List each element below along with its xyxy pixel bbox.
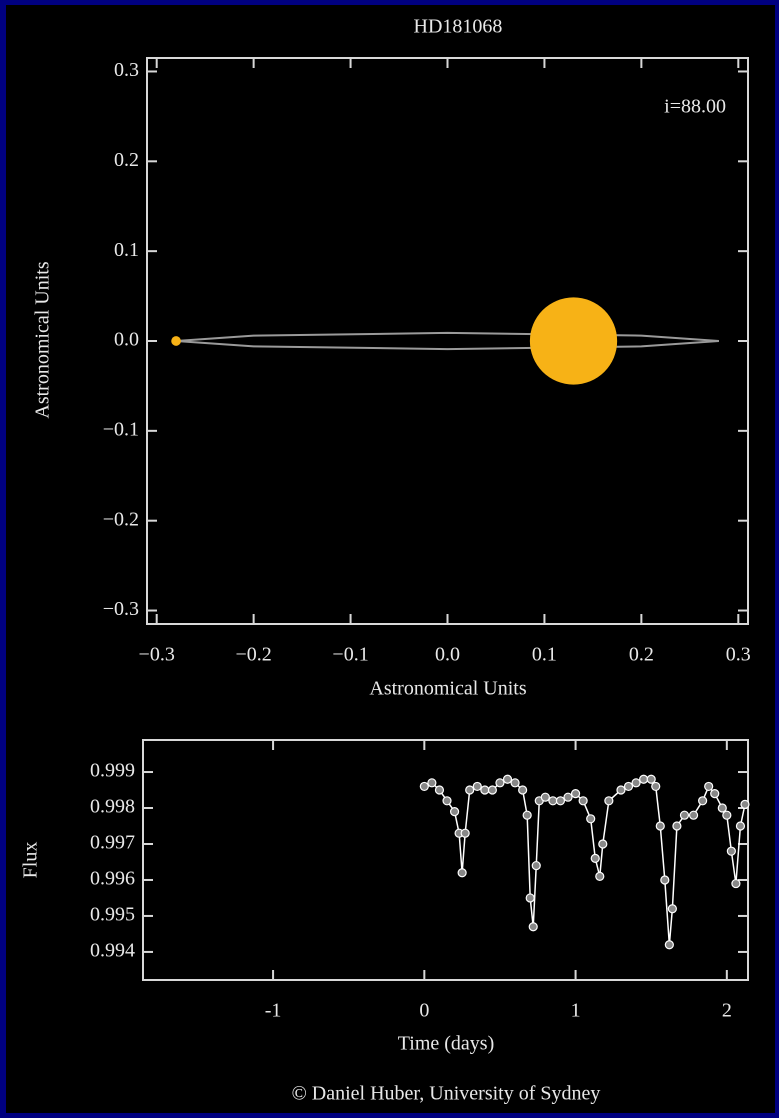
y-tick-label: 0.999 [90, 760, 135, 782]
body [171, 336, 181, 346]
chart-title: HD181068 [414, 16, 503, 38]
x-tick-label: 0.3 [726, 644, 751, 666]
y-tick-label: 0.998 [90, 796, 135, 818]
y-tick-label: 0.996 [90, 868, 135, 890]
body [529, 297, 618, 385]
data-point [578, 796, 588, 806]
y-tick-label: 0.994 [90, 940, 135, 962]
data-point [590, 853, 600, 863]
x-tick-label: 2 [722, 1000, 732, 1022]
data-point [595, 871, 605, 881]
data-point [487, 785, 497, 795]
data-point [449, 807, 460, 817]
data-point [604, 796, 614, 806]
data-point [667, 904, 677, 914]
y-tick-label: 0.0 [114, 329, 139, 351]
data-point [528, 922, 538, 932]
data-point [731, 878, 741, 889]
plot-frame [142, 739, 749, 981]
caption: © Daniel Huber, University of Sydney [292, 1083, 601, 1105]
y-axis-label: Flux [20, 842, 42, 879]
data-point [722, 810, 732, 820]
background [6, 5, 775, 1113]
data-point [465, 785, 475, 795]
data-point [495, 778, 505, 788]
data-point [672, 821, 682, 831]
data-point [646, 774, 656, 784]
data-point [664, 940, 674, 950]
data-point [688, 810, 699, 820]
data-point [660, 875, 670, 885]
data-point [710, 789, 720, 799]
data-point [655, 821, 665, 831]
x-tick-label: 1 [571, 1000, 581, 1022]
x-tick-label: −0.1 [332, 644, 368, 666]
data-point [616, 785, 626, 795]
y-tick-label: −0.2 [103, 508, 139, 530]
orbit-path [176, 331, 719, 351]
data-point [698, 796, 708, 806]
data-point [679, 810, 690, 820]
data-point [570, 789, 581, 799]
y-tick-label: 0.3 [114, 59, 139, 81]
data-point [427, 778, 437, 788]
data-point [740, 799, 750, 810]
data-point [460, 828, 470, 838]
data-point [518, 785, 528, 795]
data-point [598, 839, 608, 849]
data-point [651, 781, 661, 792]
y-tick-label: 0.997 [90, 832, 135, 854]
data-point [735, 821, 746, 831]
x-axis-label: Time (days) [398, 1033, 494, 1055]
data-point [525, 893, 535, 903]
y-tick-label: −0.1 [103, 418, 139, 440]
data-point [472, 781, 482, 792]
data-point [631, 778, 641, 788]
data-point [480, 785, 490, 795]
data-point [555, 796, 566, 806]
y-tick-label: −0.3 [103, 598, 139, 620]
y-tick-label: 0.2 [114, 149, 139, 171]
data-point [434, 785, 445, 795]
x-tick-label: 0 [419, 1000, 429, 1022]
data-point [563, 792, 573, 802]
data-point [522, 810, 532, 820]
data-point [704, 781, 714, 792]
x-tick-label: 0.2 [629, 644, 654, 666]
data-point [540, 792, 550, 802]
data-point [639, 774, 649, 784]
y-axis-label: Astronomical Units [32, 261, 54, 418]
y-tick-label: 0.995 [90, 904, 135, 926]
data-point [442, 796, 452, 806]
x-tick-label: 0.0 [435, 644, 460, 666]
data-point [623, 781, 634, 792]
annotation: i=88.00 [664, 96, 726, 118]
data-point [586, 814, 596, 824]
x-tick-label: -1 [265, 1000, 282, 1022]
data-point [531, 860, 541, 871]
data-point [510, 778, 520, 788]
data-point [502, 774, 513, 784]
x-tick-label: 0.1 [532, 644, 557, 666]
x-tick-label: −0.2 [235, 644, 271, 666]
data-point [717, 803, 727, 813]
data-point [419, 781, 429, 792]
x-tick-label: −0.3 [139, 644, 175, 666]
y-tick-label: 0.1 [114, 239, 139, 261]
x-axis-label: Astronomical Units [369, 678, 526, 700]
data-point [457, 868, 467, 878]
data-point [726, 846, 736, 856]
data-point [548, 796, 558, 806]
